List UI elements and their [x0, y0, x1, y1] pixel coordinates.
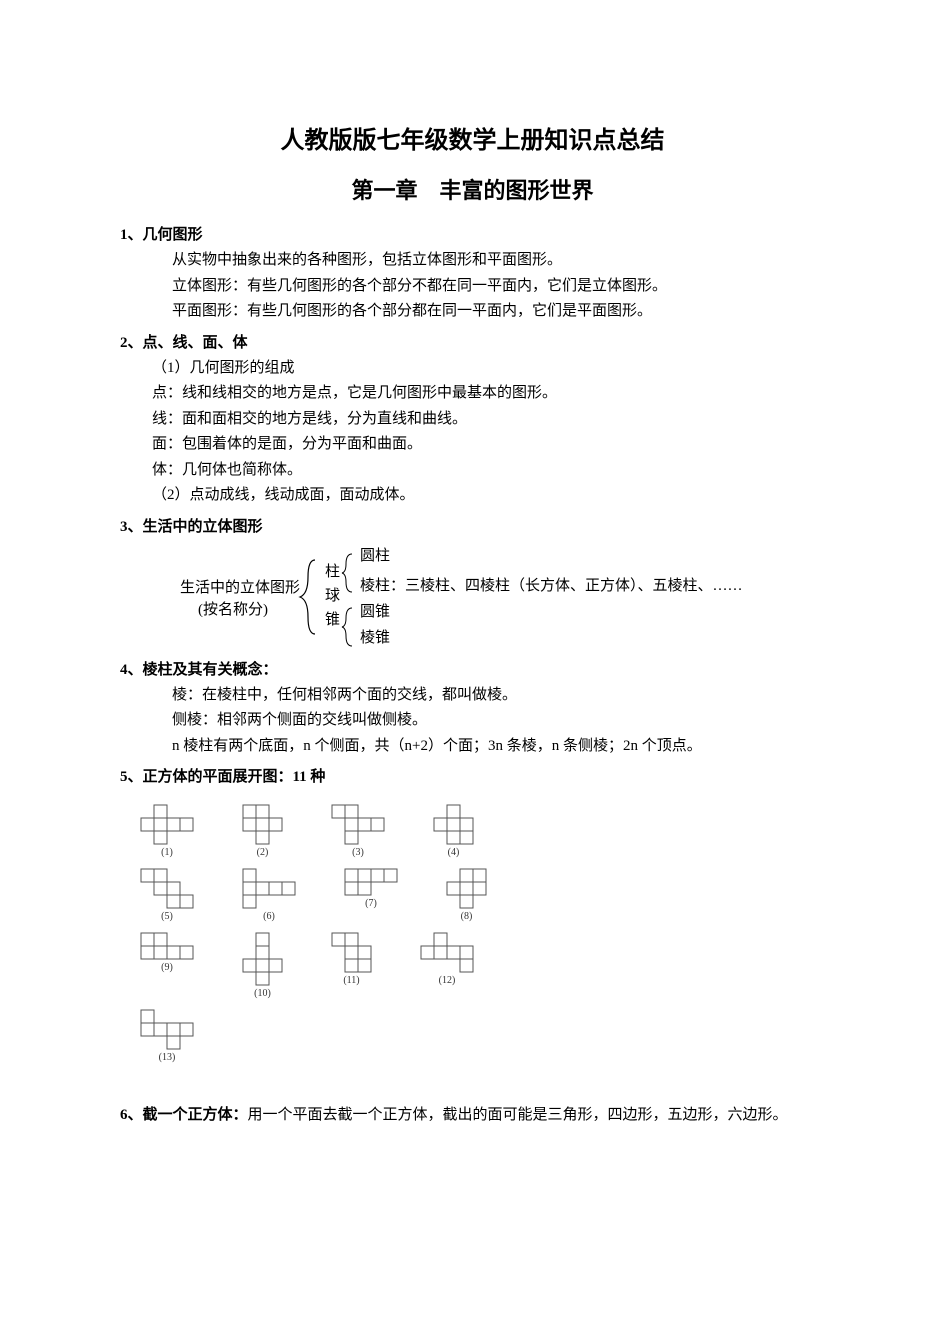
cube-net-svg — [242, 868, 296, 909]
nets-row: (9) (10) (11) (12) — [140, 932, 825, 999]
tree-diagram: 生活中的立体图形 (按名称分) 柱 球 锥 圆柱 棱柱：三棱柱、四棱柱（长方体、… — [180, 542, 820, 652]
nets-row: (1) (2) (3) (4) — [140, 804, 825, 858]
cube-net-label: (13) — [159, 1052, 176, 1063]
section-1-line: 从实物中抽象出来的各种图形，包括立体图形和平面图形。 — [120, 248, 825, 274]
cube-net: (12) — [420, 932, 474, 986]
tree-branch-label: 柱 — [325, 563, 340, 580]
tree-leaf-label: 棱锥 — [360, 629, 390, 646]
tree-leaf-label: 圆柱 — [360, 547, 390, 564]
cube-net: (2) — [242, 804, 283, 858]
tree-leaf-label: 圆锥 — [360, 603, 390, 620]
nets-row: (5) (6) (7) (8) — [140, 868, 825, 922]
brace-icon — [300, 560, 315, 634]
section-3-head: 3、生活中的立体图形 — [120, 515, 825, 536]
section-1-line: 平面图形：有些几何图形的各个部分都在同一平面内，它们是平面图形。 — [120, 299, 825, 325]
cube-net-svg — [331, 804, 385, 845]
section-4-line: 棱：在棱柱中，任何相邻两个面的交线，都叫做棱。 — [120, 683, 825, 709]
cube-net-svg — [242, 932, 283, 986]
cube-net-svg — [331, 932, 372, 973]
section-6-head: 6、截一个正方体： — [120, 1107, 248, 1123]
tree-root-label: 生活中的立体图形 — [180, 579, 300, 596]
section-5-head: 5、正方体的平面展开图：11 种 — [120, 765, 825, 786]
cube-net: (3) — [331, 804, 385, 858]
classification-tree: 生活中的立体图形 (按名称分) 柱 球 锥 圆柱 棱柱：三棱柱、四棱柱（长方体、… — [120, 542, 825, 652]
cube-net-svg — [433, 804, 474, 845]
cube-net-svg — [140, 868, 194, 909]
cube-net-svg — [140, 1009, 194, 1050]
cube-net-label: (4) — [448, 847, 460, 858]
brace-icon — [342, 554, 352, 592]
brace-icon — [342, 608, 352, 646]
section-4-line: 侧棱：相邻两个侧面的交线叫做侧棱。 — [120, 708, 825, 734]
cube-net-svg — [420, 932, 474, 973]
cube-net-label: (9) — [161, 962, 173, 973]
cube-net-label: (12) — [439, 975, 456, 986]
document-title: 人教版版七年级数学上册知识点总结 — [120, 120, 825, 155]
cube-net-label: (7) — [365, 898, 377, 909]
cube-net: (1) — [140, 804, 194, 858]
cube-net-label: (6) — [263, 911, 275, 922]
section-1-line: 立体图形：有些几何图形的各个部分不都在同一平面内，它们是立体图形。 — [120, 274, 825, 300]
cube-net: (10) — [242, 932, 283, 999]
cube-net-svg — [344, 868, 398, 896]
tree-branch-label: 球 — [325, 587, 340, 604]
nets-row: (13) — [140, 1009, 825, 1063]
section-2-subhead: （1）几何图形的组成 — [120, 356, 825, 382]
cube-net-label: (3) — [352, 847, 364, 858]
section-2-line: 体：几何体也简称体。 — [120, 458, 825, 484]
cube-nets-grid: (1)(2)(3)(4)(5)(6)(7)(8)(9)(10)(11)(12)(… — [120, 804, 825, 1063]
cube-net-label: (1) — [161, 847, 173, 858]
section-4-line: n 棱柱有两个底面，n 个侧面，共（n+2）个面；3n 条棱，n 条侧棱；2n … — [120, 734, 825, 760]
section-2-line: 点：线和线相交的地方是点，它是几何图形中最基本的图形。 — [120, 381, 825, 407]
section-2-head: 2、点、线、面、体 — [120, 331, 825, 352]
section-6: 6、截一个正方体：用一个平面去截一个正方体，截出的面可能是三角形，四边形，五边形… — [120, 1103, 825, 1129]
section-2-line: 线：面和面相交的地方是线，分为直线和曲线。 — [120, 407, 825, 433]
cube-net-svg — [140, 932, 194, 960]
cube-net: (6) — [242, 868, 296, 922]
cube-net: (7) — [344, 868, 398, 909]
document-page: 人教版版七年级数学上册知识点总结 第一章 丰富的图形世界 1、几何图形 从实物中… — [0, 0, 945, 1337]
section-2-line: 面：包围着体的是面，分为平面和曲面。 — [120, 432, 825, 458]
cube-net: (9) — [140, 932, 194, 973]
cube-net-label: (2) — [257, 847, 269, 858]
cube-net: (11) — [331, 932, 372, 986]
cube-net-label: (11) — [343, 975, 359, 986]
tree-branch-label: 锥 — [325, 611, 340, 628]
section-1-head: 1、几何图形 — [120, 223, 825, 244]
cube-net: (13) — [140, 1009, 194, 1063]
cube-net: (4) — [433, 804, 474, 858]
section-2-subhead: （2）点动成线，线动成面，面动成体。 — [120, 483, 825, 509]
cube-net-svg — [242, 804, 283, 845]
spacer — [120, 1073, 825, 1103]
cube-net-svg — [446, 868, 487, 909]
section-6-text: 用一个平面去截一个正方体，截出的面可能是三角形，四边形，五边形，六边形。 — [248, 1107, 788, 1123]
cube-net: (8) — [446, 868, 487, 922]
cube-net-label: (5) — [161, 911, 173, 922]
tree-leaf-label: 棱柱：三棱柱、四棱柱（长方体、正方体）、五棱柱、…… — [360, 577, 743, 594]
cube-net-svg — [140, 804, 194, 845]
cube-net-label: (10) — [254, 988, 271, 999]
tree-root-sublabel: (按名称分) — [198, 601, 268, 618]
cube-net: (5) — [140, 868, 194, 922]
chapter-title: 第一章 丰富的图形世界 — [120, 173, 825, 205]
cube-net-label: (8) — [461, 911, 473, 922]
section-4-head: 4、棱柱及其有关概念： — [120, 658, 825, 679]
